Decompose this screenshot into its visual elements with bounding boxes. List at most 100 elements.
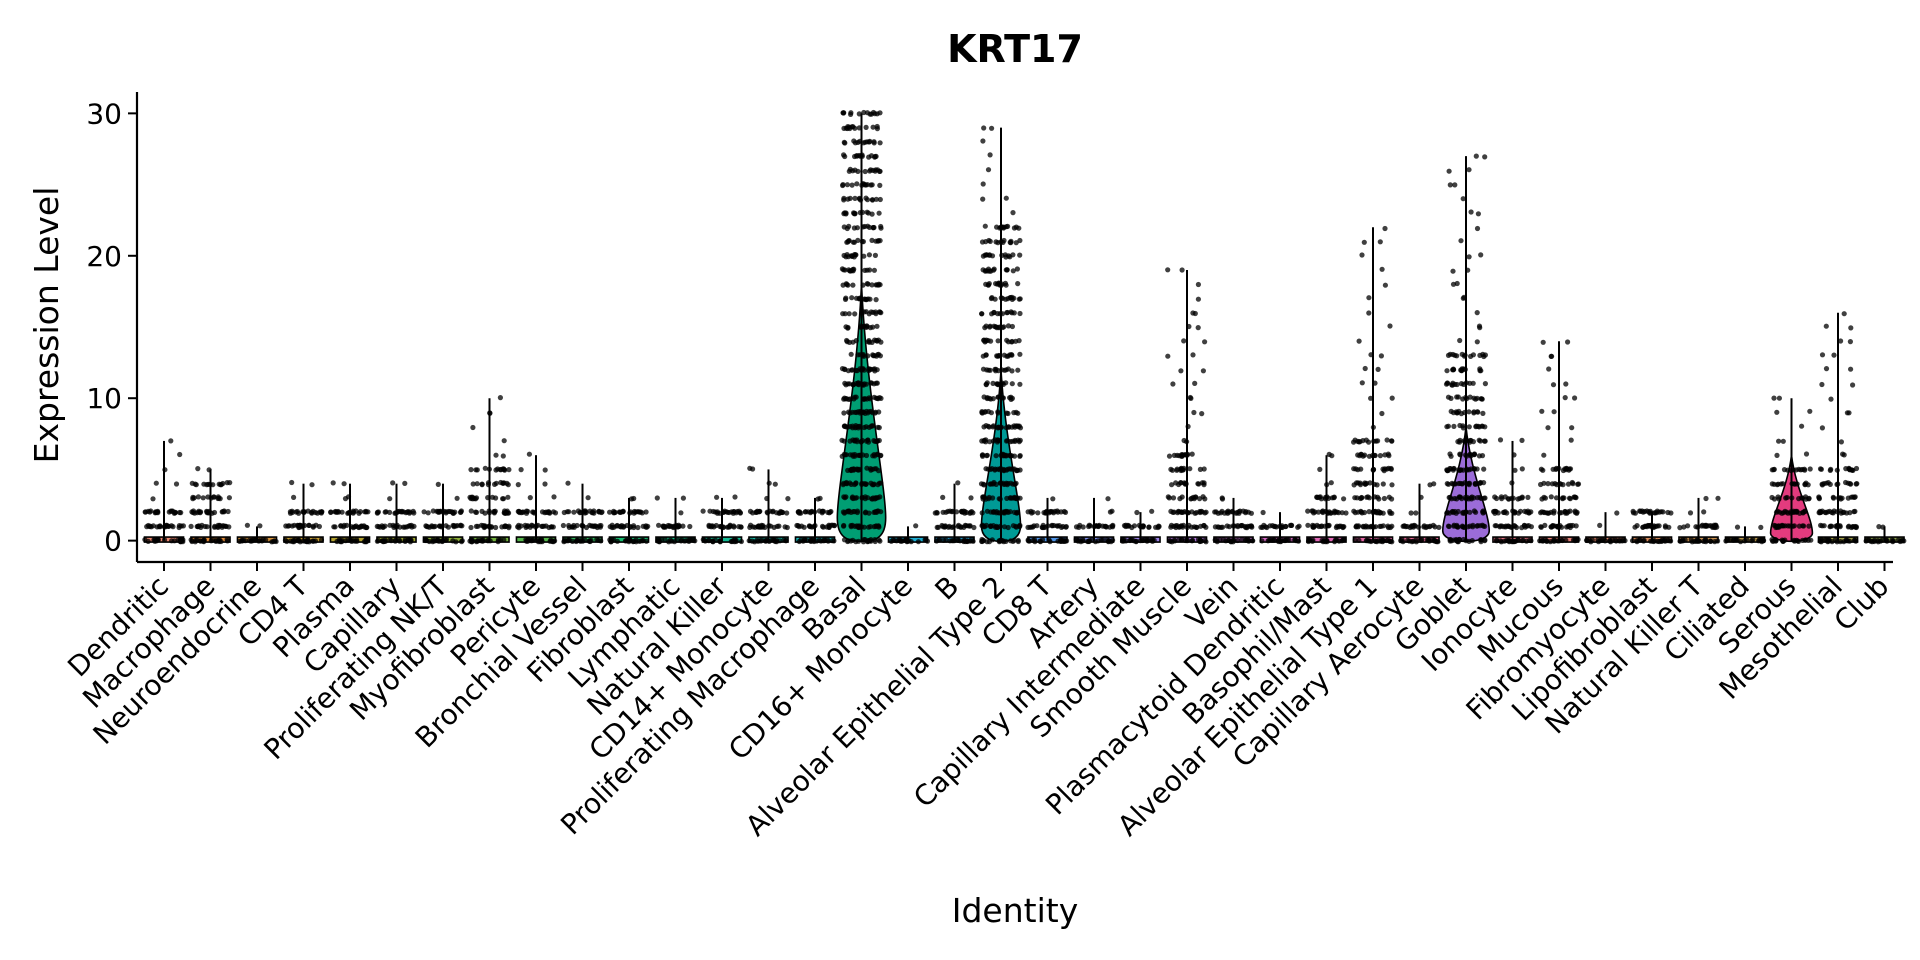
data-point: [872, 537, 878, 543]
data-point: [1519, 538, 1525, 544]
data-point: [1017, 495, 1023, 501]
data-point: [967, 523, 973, 529]
data-point: [1445, 523, 1452, 529]
data-point: [338, 539, 344, 545]
data-point: [866, 395, 872, 401]
violin-group: [1305, 451, 1349, 545]
data-point: [995, 425, 1001, 431]
data-point: [527, 495, 533, 501]
data-point: [1010, 210, 1016, 216]
data-point: [1459, 481, 1465, 487]
jitter-points: [1677, 495, 1721, 545]
data-point: [502, 523, 508, 529]
data-point: [1220, 524, 1226, 530]
data-point: [845, 282, 851, 288]
violin-group: [1769, 395, 1814, 545]
data-point: [1404, 523, 1410, 530]
data-point: [1357, 439, 1363, 445]
jitter-points: [1491, 437, 1534, 545]
data-point: [157, 524, 163, 530]
data-point: [841, 410, 847, 416]
data-point: [758, 538, 764, 544]
data-point: [987, 323, 993, 329]
violin-group: [1441, 153, 1491, 545]
data-point: [363, 508, 369, 514]
data-point: [875, 508, 881, 514]
data-point: [486, 508, 492, 514]
data-point: [364, 524, 370, 531]
data-point: [847, 195, 853, 201]
data-point: [803, 537, 809, 543]
data-point: [1466, 167, 1472, 173]
jitter-points: [932, 480, 977, 545]
data-point: [987, 439, 993, 445]
data-point: [877, 309, 883, 315]
data-point: [1031, 523, 1037, 529]
data-point: [1387, 323, 1393, 329]
data-point: [1773, 538, 1779, 544]
data-point: [535, 539, 541, 545]
data-point: [1519, 437, 1525, 443]
data-point: [474, 481, 480, 487]
data-point: [631, 524, 637, 531]
data-point: [1005, 339, 1012, 345]
data-point: [1715, 538, 1721, 544]
data-point: [342, 496, 349, 502]
data-point: [205, 481, 211, 487]
data-point: [424, 523, 430, 530]
data-point: [1259, 538, 1265, 544]
data-point: [667, 523, 673, 529]
data-point: [1494, 537, 1500, 543]
data-point: [1662, 537, 1668, 543]
data-point: [155, 509, 161, 516]
jitter-points: [607, 495, 651, 545]
data-point: [1092, 539, 1099, 545]
data-point: [861, 367, 867, 373]
data-point: [875, 424, 881, 430]
data-point: [844, 182, 851, 188]
data-point: [969, 509, 975, 515]
data-point: [491, 510, 497, 516]
data-point: [1776, 496, 1782, 502]
data-point: [608, 539, 614, 545]
data-point: [485, 482, 491, 488]
data-point: [480, 523, 486, 529]
data-point: [863, 452, 870, 459]
data-point: [1005, 480, 1011, 487]
data-point: [766, 480, 772, 486]
data-point: [638, 509, 644, 515]
data-point: [1181, 480, 1187, 486]
data-point: [1473, 423, 1479, 429]
data-point: [333, 508, 339, 515]
data-point: [1203, 524, 1209, 530]
data-point: [1465, 481, 1471, 487]
data-point: [1570, 537, 1577, 543]
data-point: [150, 496, 156, 502]
data-point: [1451, 523, 1457, 529]
data-point: [1413, 537, 1419, 543]
data-point: [195, 494, 201, 500]
data-point: [1510, 508, 1516, 514]
data-point: [961, 524, 967, 531]
data-point: [475, 523, 481, 529]
data-point: [208, 538, 214, 544]
data-point: [284, 538, 290, 545]
data-point: [1382, 466, 1388, 472]
data-point: [994, 353, 1000, 359]
data-point: [1003, 367, 1009, 373]
data-point: [1468, 209, 1474, 215]
data-point: [1314, 494, 1320, 500]
data-point: [764, 495, 770, 502]
data-point: [1651, 538, 1657, 544]
data-point: [756, 509, 762, 515]
data-point: [994, 524, 1000, 531]
data-point: [1551, 409, 1557, 415]
data-point: [1167, 537, 1173, 544]
data-point: [982, 524, 988, 530]
data-point: [341, 481, 347, 487]
data-point: [1123, 522, 1129, 528]
x-axis-title: Identity: [952, 891, 1078, 930]
data-point: [956, 522, 962, 529]
data-point: [411, 523, 417, 529]
data-point: [294, 508, 300, 515]
